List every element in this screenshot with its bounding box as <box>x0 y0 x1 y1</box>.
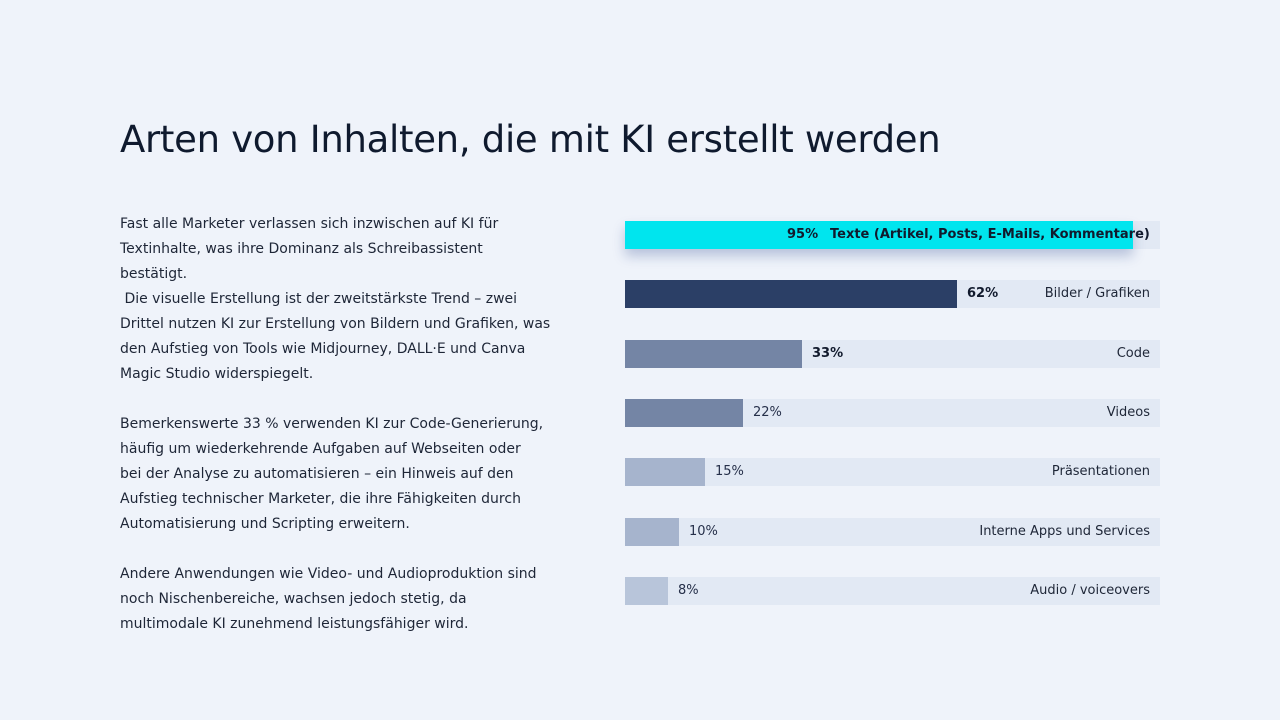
text-line: Bemerkenswerte 33 % verwenden KI zur Cod… <box>120 416 544 432</box>
bar-category-label: Interne Apps und Services <box>979 524 1150 539</box>
text-line: Andere Anwendungen wie Video- und Audiop… <box>120 566 537 582</box>
bar <box>625 340 802 368</box>
page-title: Arten von Inhalten, die mit KI erstellt … <box>120 118 941 161</box>
bar-value-label: 8% <box>678 583 699 598</box>
text-line: häufig um wiederkehrende Aufgaben auf We… <box>120 441 521 457</box>
bar-row: 95% Texte (Artikel, Posts, E-Mails, Komme… <box>625 221 1160 249</box>
bar-row: 33% Code <box>625 340 1160 368</box>
bar-track <box>625 458 1160 486</box>
text-line: Textinhalte, was ihre Dominanz als Schre… <box>120 241 483 257</box>
bar <box>625 518 679 546</box>
bar <box>625 458 705 486</box>
text-line: Automatisierung und Scripting erweitern. <box>120 516 410 532</box>
bar-category-label: Präsentationen <box>1051 464 1150 479</box>
bar-value-label: 10% <box>689 524 718 539</box>
paragraph-1: Fast alle Marketer verlassen sich inzwis… <box>120 212 560 387</box>
paragraph-2: Bemerkenswerte 33 % verwenden KI zur Cod… <box>120 412 560 537</box>
bar-track <box>625 518 1160 546</box>
text-line: Drittel nutzen KI zur Erstellung von Bil… <box>120 316 551 332</box>
bar-category-label: Texte (Artikel, Posts, E-Mails, Kommenta… <box>830 227 1150 242</box>
bar-track <box>625 577 1160 605</box>
bar-chart: 95% Texte (Artikel, Posts, E-Mails, Komme… <box>625 221 1160 605</box>
bar-value-label: 95% <box>787 227 819 242</box>
bar-value-label: 33% <box>812 346 844 361</box>
bar-category-label: Code <box>1116 346 1150 361</box>
text-line: Magic Studio widerspiegelt. <box>120 366 314 382</box>
bar <box>625 577 668 605</box>
bar-row: 10% Interne Apps und Services <box>625 518 1160 546</box>
bar-value-label: 22% <box>753 405 782 420</box>
bar <box>625 221 1133 249</box>
text-line: noch Nischenbereiche, wachsen jedoch ste… <box>120 591 467 607</box>
text-line: Aufstieg technischer Marketer, die ihre … <box>120 491 521 507</box>
bar-category-label: Videos <box>1106 405 1150 420</box>
bar-row: 22% Videos <box>625 399 1160 427</box>
text-line: bei der Analyse zu automatisieren – ein … <box>120 466 514 482</box>
description-text: Fast alle Marketer verlassen sich inzwis… <box>120 212 560 637</box>
bar-value-label: 62% <box>967 286 999 301</box>
text-line: multimodale KI zunehmend leistungsfähige… <box>120 616 469 632</box>
bar-row: 8% Audio / voiceovers <box>625 577 1160 605</box>
text-line: bestätigt. <box>120 266 188 282</box>
bar <box>625 280 957 308</box>
bar-row: 15% Präsentationen <box>625 458 1160 486</box>
text-line: den Aufstieg von Tools wie Midjourney, D… <box>120 341 526 357</box>
text-line: Fast alle Marketer verlassen sich inzwis… <box>120 216 499 232</box>
bar <box>625 399 743 427</box>
bar-value-label: 15% <box>715 464 744 479</box>
bar-row: 62% Bilder / Grafiken <box>625 280 1160 308</box>
paragraph-3: Andere Anwendungen wie Video- und Audiop… <box>120 562 560 637</box>
text-line: Die visuelle Erstellung ist der zweitstä… <box>120 291 518 307</box>
bar-category-label: Bilder / Grafiken <box>1044 286 1150 301</box>
bar-category-label: Audio / voiceovers <box>1030 583 1150 598</box>
